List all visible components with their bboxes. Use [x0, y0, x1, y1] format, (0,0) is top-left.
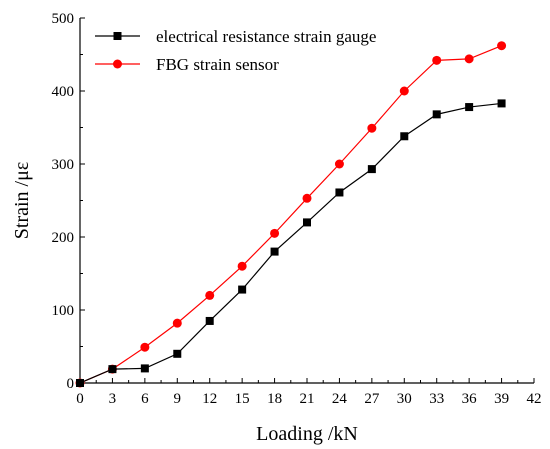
- y-axis-title: Strain /με: [11, 162, 33, 239]
- legend-marker-gauge: [114, 32, 122, 40]
- data-point-fbg: [432, 56, 441, 65]
- data-point-gauge: [465, 103, 473, 111]
- y-tick-label: 200: [52, 230, 75, 246]
- data-point-gauge: [271, 248, 279, 256]
- data-point-gauge: [368, 165, 376, 173]
- x-tick-label: 21: [300, 391, 315, 407]
- legend-item-gauge: electrical resistance strain gauge: [95, 27, 376, 46]
- data-point-gauge: [238, 286, 246, 294]
- data-point-gauge: [498, 99, 506, 107]
- x-tick-label: 18: [267, 391, 282, 407]
- data-point-fbg: [367, 124, 376, 133]
- data-point-fbg: [400, 87, 409, 96]
- data-point-fbg: [270, 229, 279, 238]
- plot-area: 0 3 6 9 12 15 18 21 24 27 30 33 36 39 42 0100200300400…: [52, 11, 542, 407]
- x-tick-label: 30: [397, 391, 412, 407]
- data-point-gauge: [433, 110, 441, 118]
- legend: electrical resistance strain gauge FBG s…: [95, 27, 376, 74]
- x-tick-label: 0: [76, 391, 84, 407]
- data-point-gauge: [400, 132, 408, 140]
- data-point-fbg: [335, 160, 344, 169]
- y-tick-label: 0: [67, 376, 75, 392]
- y-tick-label: 400: [52, 84, 75, 100]
- data-point-fbg: [303, 194, 312, 203]
- x-tick-label: 12: [202, 391, 217, 407]
- x-tick-label: 39: [494, 391, 509, 407]
- series-line-gauge: [80, 103, 502, 383]
- y-tick-label: 100: [52, 303, 75, 319]
- data-point-fbg: [465, 54, 474, 63]
- x-tick-label: 15: [235, 391, 250, 407]
- data-point-fbg: [173, 319, 182, 328]
- x-tick-label: 33: [429, 391, 444, 407]
- data-point-gauge: [206, 317, 214, 325]
- x-tick-label: 42: [527, 391, 542, 407]
- y-tick-label: 300: [52, 157, 75, 173]
- x-tick-label: 24: [332, 391, 348, 407]
- x-tick-label: 9: [174, 391, 182, 407]
- data-point-fbg: [238, 262, 247, 271]
- data-point-fbg: [140, 343, 149, 352]
- x-tick-label: 6: [141, 391, 149, 407]
- x-tick-label: 3: [109, 391, 117, 407]
- legend-marker-fbg: [113, 60, 122, 69]
- legend-label-gauge: electrical resistance strain gauge: [156, 27, 376, 46]
- data-point-gauge: [141, 364, 149, 372]
- x-axis-ticks: 0 3 6 9 12 15 18 21 24 27 30 33 36 39 42: [76, 378, 541, 407]
- x-tick-label: 36: [462, 391, 478, 407]
- legend-label-fbg: FBG strain sensor: [156, 55, 279, 74]
- y-tick-label: 500: [52, 11, 75, 27]
- data-point-gauge: [76, 379, 84, 387]
- x-axis-title: Loading /kN: [256, 423, 358, 445]
- series-layer: [76, 41, 507, 387]
- data-point-gauge: [303, 218, 311, 226]
- data-point-gauge: [108, 365, 116, 373]
- data-point-gauge: [173, 350, 181, 358]
- data-point-gauge: [335, 188, 343, 196]
- data-point-fbg: [205, 291, 214, 300]
- x-tick-label: 27: [364, 391, 380, 407]
- data-point-fbg: [497, 41, 506, 50]
- legend-item-fbg: FBG strain sensor: [95, 55, 279, 74]
- series-line-fbg: [80, 46, 502, 383]
